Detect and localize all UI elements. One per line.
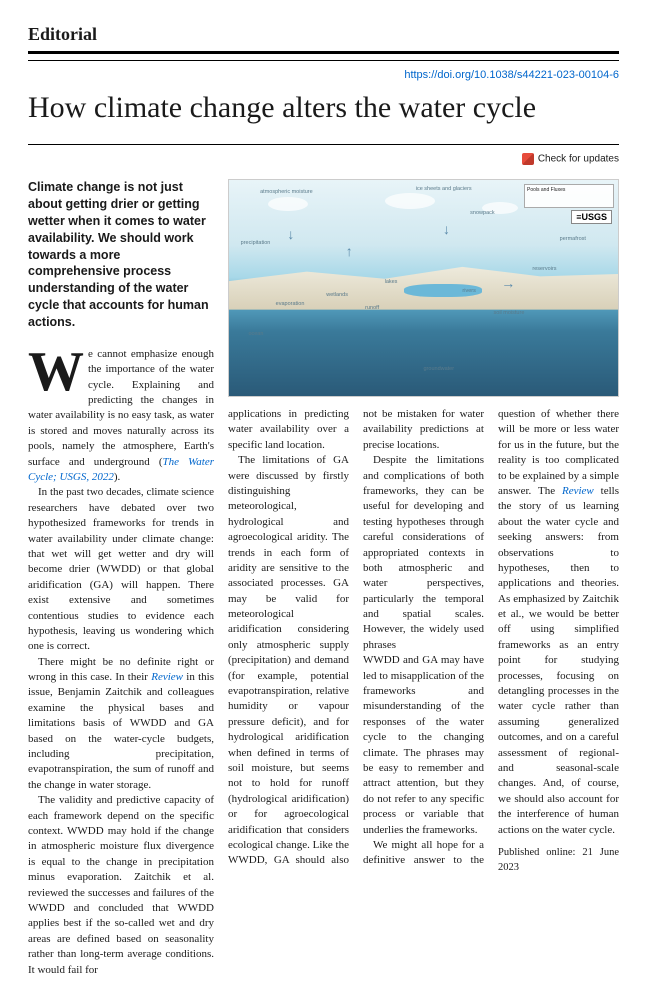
rule-thin [28,60,619,61]
section-label: Editorial [28,24,619,45]
left-column: Climate change is not just about getting… [28,179,214,978]
arrow-icon: → [501,277,515,293]
article-title: How climate change alters the water cycl… [28,91,619,124]
cloud-icon [385,193,435,209]
paragraph-2: In the past two decades, climate science… [28,485,214,654]
rule-thick [28,51,619,54]
usgs-badge: ≡USGS [571,210,612,224]
figure-label: reservoirs [532,266,556,272]
arrow-icon: ↑ [346,245,353,261]
arrow-icon: ↓ [443,223,450,239]
check-updates-label: Check for updates [538,154,619,165]
paragraph-4: The validity and predictive capacity of … [28,793,214,978]
paragraph-5: applications in predicting water availab… [228,407,349,453]
paragraph-7: Despite the limitations and complication… [363,453,484,653]
ref-link-review-2[interactable]: Review [562,485,594,497]
figure-label: rivers [462,288,475,294]
cloud-icon [268,197,308,211]
water-cycle-figure: Pools and Fluxes ≡USGS ↓ ↑ ↓ → atmospher… [228,179,619,397]
figure-label: snowpack [470,210,494,216]
rule-thin-2 [28,144,619,145]
dropcap: W [28,347,88,396]
doi-line: https://doi.org/10.1038/s44221-023-00104… [28,69,619,81]
paragraph-1: We cannot emphasize enough the importanc… [28,347,214,486]
figure-label: runoff [365,305,379,311]
check-updates[interactable]: Check for updates [28,153,619,165]
figure-label: evaporation [276,301,305,307]
figure-label: lakes [385,279,398,285]
arrow-icon: ↓ [287,228,294,244]
standfirst: Climate change is not just about getting… [28,179,214,331]
content-wrap: Climate change is not just about getting… [28,179,619,978]
paragraph-3: There might be no definite right or wron… [28,655,214,794]
figure-label: atmospheric moisture [260,189,313,195]
ref-link-review-1[interactable]: Review [151,671,183,683]
figure-label: ocean [248,331,263,337]
figure-label: ice sheets and glaciers [416,186,472,192]
paragraph-8: WWDD and GA may have led to misapplicati… [363,653,484,838]
right-column: Pools and Fluxes ≡USGS ↓ ↑ ↓ → atmospher… [228,179,619,875]
figure-label: permafrost [560,236,586,242]
check-updates-icon [522,153,534,165]
published-date: Published online: 21 June 2023 [498,846,619,875]
figure-label: wetlands [326,292,348,298]
figure-label: groundwater [424,366,455,372]
figure-label: precipitation [241,240,271,246]
figure-legend: Pools and Fluxes [524,184,614,208]
body-columns: applications in predicting water availab… [228,407,619,875]
figure-label: soil moisture [494,310,525,316]
doi-link[interactable]: https://doi.org/10.1038/s44221-023-00104… [404,69,619,81]
